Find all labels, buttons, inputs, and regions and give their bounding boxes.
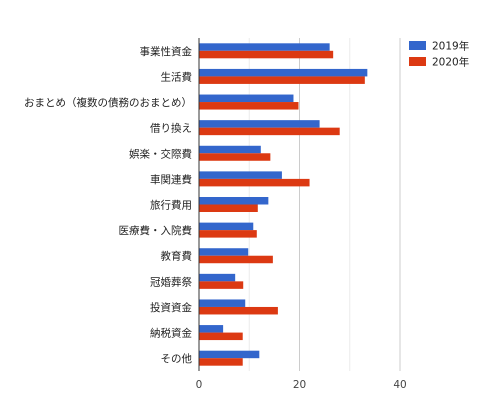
bar-series1 <box>199 120 320 128</box>
category-label: 教育費 <box>161 250 193 263</box>
bars <box>199 43 368 366</box>
bar-series1 <box>199 68 368 77</box>
bar-series1 <box>199 171 282 179</box>
legend-swatch <box>409 41 426 50</box>
category-label: 投資資金 <box>150 301 192 314</box>
legend-label: 2020年 <box>432 56 469 69</box>
category-label: 車関連費 <box>150 173 192 186</box>
bar-series1 <box>199 145 261 154</box>
legend-label: 2019年 <box>432 40 469 53</box>
bar-series2 <box>199 76 365 84</box>
category-label: 事業性資金 <box>140 45 193 58</box>
bar-series1 <box>199 43 330 51</box>
bar-series2 <box>199 332 243 341</box>
bar-series2 <box>199 50 334 59</box>
x-tick-label: 40 <box>393 379 406 391</box>
gridlines <box>248 38 401 371</box>
legend-swatch <box>409 57 426 66</box>
bar-series1 <box>199 222 254 231</box>
bar-series1 <box>199 94 294 103</box>
category-label: 医療費・入院費 <box>119 224 193 237</box>
bar-series2 <box>199 102 299 110</box>
bar-series2 <box>199 230 257 238</box>
bar-series2 <box>199 127 340 136</box>
bar-series2 <box>199 255 273 264</box>
bar-series1 <box>199 350 260 359</box>
bar-series2 <box>199 306 278 315</box>
category-label: 旅行費用 <box>150 199 192 212</box>
category-label: 冠婚葬祭 <box>150 275 192 288</box>
bar-series1 <box>199 273 236 282</box>
bar-series1 <box>199 299 246 307</box>
legend: 2019年 2020年 <box>409 40 469 69</box>
bar-series2 <box>199 358 243 366</box>
bar-series1 <box>199 197 269 205</box>
category-label: 生活費 <box>161 70 193 83</box>
x-tick-label: 20 <box>293 379 306 391</box>
category-label: 借り換え <box>150 123 192 135</box>
bar-series2 <box>199 204 258 212</box>
bar-series2 <box>199 153 271 161</box>
category-label: その他 <box>161 352 193 365</box>
bar-series2 <box>199 281 244 289</box>
bar-series1 <box>199 248 249 256</box>
bar-series1 <box>199 325 224 333</box>
category-label: 娯楽・交際費 <box>129 147 192 160</box>
x-tick-label: 0 <box>196 379 203 391</box>
category-label: 納税資金 <box>150 327 192 340</box>
bar-series2 <box>199 178 310 187</box>
category-label: おまとめ（複数の債務のおまとめ） <box>24 96 192 109</box>
